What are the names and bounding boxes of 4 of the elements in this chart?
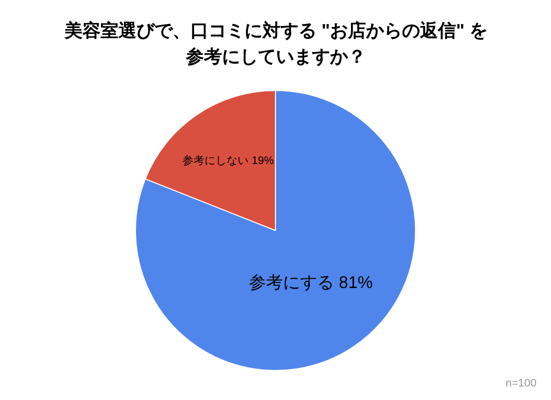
text: n=100 <box>506 378 537 390</box>
slice-label: 参考にする 81% <box>249 273 373 292</box>
chart-title: 美容室選びで、口コミに対する "お店からの返信" を参考にしていますか？ <box>63 20 488 66</box>
slice-label: 参考にしない 19% <box>182 154 274 168</box>
